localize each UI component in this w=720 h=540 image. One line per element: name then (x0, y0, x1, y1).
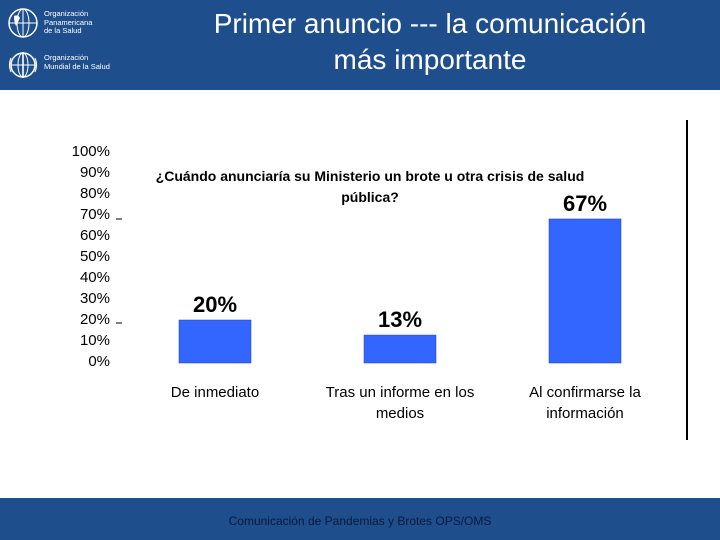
who-logo-block: Organización Mundial de la Salud (6, 46, 126, 84)
chart-title-line1: ¿Cuándo anunciaría su Ministerio un brot… (156, 168, 585, 184)
paho-name-line: de la Salud (44, 26, 82, 35)
bar (548, 218, 622, 364)
paho-name-line: Panamericana (44, 17, 93, 27)
y-tick-label: 10% (80, 332, 110, 349)
y-tick-label: 40% (80, 269, 110, 286)
x-tick-label: Tras un informe en los (326, 384, 475, 401)
bar-chart: ¿Cuándo anunciaría su Ministerio un brot… (72, 143, 642, 422)
who-emblem-logo-icon (8, 52, 38, 78)
y-tick-label: 90% (80, 164, 110, 181)
footer-text: Comunicación de Pandemias y Brotes OPS/O… (228, 514, 492, 528)
y-tick-label: 70% (80, 206, 110, 223)
who-name: Organización Mundial de la Salud (44, 53, 110, 71)
data-label: 20% (193, 292, 237, 317)
paho-globe-logo-icon (8, 8, 38, 38)
bar (178, 319, 252, 364)
who-name-line: Mundial de la Salud (44, 61, 110, 71)
y-tick-label: 20% (80, 311, 110, 328)
paho-name-line: Organización (44, 9, 89, 18)
chart-title-line2: pública? (341, 189, 399, 205)
data-label: 13% (378, 307, 422, 332)
page-title-line1: Primer anuncio --- la comunicación (213, 8, 647, 39)
paho-name: Organización Panamericana de la Salud (44, 9, 93, 36)
data-label: 67% (563, 191, 607, 216)
bars: 20% 13% 67% (178, 191, 622, 364)
x-axis-labels: De inmediato Tras un informe en los medios… (171, 384, 642, 422)
header-bar: Organización Panamericana de la Salud Or… (0, 0, 720, 90)
x-tick-label: De inmediato (171, 384, 259, 401)
y-tick-label: 30% (80, 290, 110, 307)
x-tick-label: información (546, 405, 624, 422)
y-tick-label: 0% (88, 353, 110, 370)
bar (363, 334, 437, 364)
y-tick-label: 50% (80, 248, 110, 265)
page-title-line2: más importante (333, 44, 527, 75)
who-name-line: Organización (44, 53, 89, 62)
x-tick-label: Al confirmarse la (529, 384, 641, 401)
y-axis-ticks: 100% 90% 80% 70% 60% 50% 40% 30% 20% 10% 0% (72, 143, 122, 370)
paho-logo-block: Organización Panamericana de la Salud (6, 4, 126, 42)
footer-bar: Comunicación de Pandemias y Brotes OPS/O… (0, 498, 720, 540)
x-tick-label: medios (376, 405, 424, 422)
y-tick-label: 100% (72, 143, 110, 160)
right-divider-line (686, 120, 688, 440)
page-title: Primer anuncio --- la comunicación más i… (150, 6, 710, 78)
y-tick-label: 60% (80, 227, 110, 244)
y-tick-label: 80% (80, 185, 110, 202)
